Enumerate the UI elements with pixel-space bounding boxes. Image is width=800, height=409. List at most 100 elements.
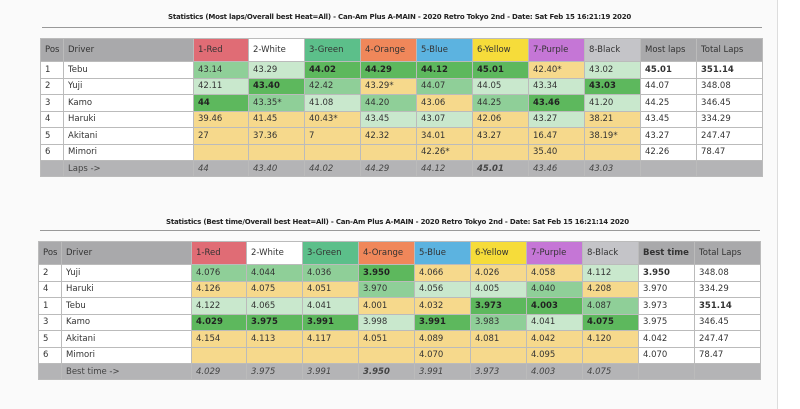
footer-cell: 3.950 (358, 363, 415, 380)
best-time-table: Pos Driver 1-Red 2-White 3-Green 4-Orange 5-Bl… (38, 241, 761, 380)
lap-cell: 43.35* (248, 94, 305, 112)
lap-cell: 41.08 (304, 94, 361, 112)
driver-cell: Mimori (61, 346, 192, 364)
best-cell: 42.26 (640, 143, 697, 161)
position-cell: 3 (38, 313, 62, 331)
lap-cell: 35.40 (528, 143, 585, 161)
lap-cell: 4.029 (191, 313, 247, 331)
lap-cell: 38.21 (584, 110, 641, 128)
lap-cell: 3.975 (246, 313, 303, 331)
lap-cell (470, 346, 527, 364)
table1-title: Statistics (Most laps/Overall best Heat=… (168, 13, 632, 21)
total-cell: 78.47 (694, 346, 761, 364)
footer-cell: 4.003 (526, 363, 583, 380)
lap-cell (358, 346, 415, 364)
column-header: 1-Red (191, 241, 247, 265)
lap-cell: 4.117 (302, 330, 359, 348)
lap-cell: 16.47 (528, 127, 585, 145)
table-row: 1 Tebu 4.122 4.065 4.041 4.001 4.032 3.973 4.003… (38, 297, 761, 315)
lap-cell: 4.051 (302, 280, 359, 298)
driver-cell: Haruki (61, 280, 192, 298)
lap-cell: 42.42 (304, 77, 361, 95)
lap-cell: 42.06 (472, 110, 529, 128)
lap-cell: 4.154 (191, 330, 247, 348)
position-cell: 6 (40, 143, 64, 161)
lap-cell: 4.056 (414, 280, 471, 298)
divider (42, 27, 762, 28)
lap-cell: 4.036 (302, 264, 359, 282)
column-header: 3-Green (304, 38, 361, 62)
total-cell: 346.45 (694, 313, 761, 331)
total-cell: 334.29 (696, 110, 763, 128)
lap-cell: 43.46 (528, 94, 585, 112)
lap-cell: 4.042 (526, 330, 583, 348)
header-row: Pos Driver 1-Red 2-White 3-Green 4-Orange 5-Bl… (38, 241, 761, 265)
lap-cell: 4.058 (526, 264, 583, 282)
lap-cell: 4.112 (582, 264, 639, 282)
total-cell: 78.47 (696, 143, 763, 161)
lap-cell: 43.06 (416, 94, 473, 112)
table-row: 2 Yuji 42.11 43.40 42.42 43.29* 44.07 44.05 43.3… (40, 77, 763, 95)
lap-cell: 4.001 (358, 297, 415, 315)
lap-cell: 42.26* (416, 143, 473, 161)
column-header: Pos (38, 241, 62, 265)
table-row: 3 Kamo 44 43.35* 41.08 44.20 43.06 44.25 43.46 41… (40, 94, 763, 112)
lap-cell: 4.070 (414, 346, 471, 364)
lap-cell: 42.32 (360, 127, 417, 145)
lap-cell (191, 346, 247, 364)
lap-cell: 4.120 (582, 330, 639, 348)
lap-cell (302, 346, 359, 364)
lap-cell: 4.003 (526, 297, 583, 315)
lap-cell: 44.05 (472, 77, 529, 95)
footer-blank (638, 363, 695, 380)
best-cell: 45.01 (640, 61, 697, 79)
driver-cell: Haruki (63, 110, 194, 128)
driver-cell: Akitani (61, 330, 192, 348)
column-header: 7-Purple (526, 241, 583, 265)
column-header: Total Laps (694, 241, 761, 265)
lap-cell: 42.11 (193, 77, 249, 95)
total-cell: 351.14 (694, 297, 761, 315)
column-header: Driver (63, 38, 194, 62)
table-row: 2 Yuji 4.076 4.044 4.036 3.950 4.066 4.026 4.058… (38, 264, 761, 282)
footer-cell: 4.075 (582, 363, 639, 380)
total-cell: 247.47 (694, 330, 761, 348)
lap-cell: 43.29* (360, 77, 417, 95)
total-cell: 348.08 (696, 77, 763, 95)
lap-cell: 4.005 (470, 280, 527, 298)
footer-cell: 3.975 (246, 363, 303, 380)
driver-cell: Yuji (61, 264, 192, 282)
lap-cell: 4.089 (414, 330, 471, 348)
column-header: 2-White (246, 241, 303, 265)
lap-cell: 3.998 (358, 313, 415, 331)
lap-cell: 3.950 (358, 264, 415, 282)
driver-cell: Tebu (63, 61, 194, 79)
best-cell: 3.970 (638, 280, 695, 298)
lap-cell: 43.14 (193, 61, 249, 79)
footer-blank (40, 160, 64, 177)
footer-cell: 44.12 (416, 160, 473, 177)
position-cell: 5 (38, 330, 62, 348)
position-cell: 2 (38, 264, 62, 282)
divider (40, 230, 760, 231)
footer-cell: 44.29 (360, 160, 417, 177)
lap-cell: 4.087 (582, 297, 639, 315)
lap-cell: 4.065 (246, 297, 303, 315)
footer-blank (38, 363, 62, 380)
column-header: 6-Yellow (470, 241, 527, 265)
column-header: 5-Blue (414, 241, 471, 265)
footer-row: Best time -> 4.029 3.975 3.991 3.950 3.991 3.9… (38, 363, 761, 380)
column-header: 7-Purple (528, 38, 585, 62)
lap-cell: 43.03 (584, 77, 641, 95)
lap-cell: 45.01 (472, 61, 529, 79)
table2-title: Statistics (Best time/Overall best Heat=… (166, 218, 629, 226)
position-cell: 1 (38, 297, 62, 315)
lap-cell: 4.044 (246, 264, 303, 282)
header-row: Pos Driver 1-Red 2-White 3-Green 4-Orange 5-Bl… (40, 38, 763, 62)
best-cell: 4.070 (638, 346, 695, 364)
lap-cell: 43.27 (472, 127, 529, 145)
lap-cell: 4.075 (582, 313, 639, 331)
lap-cell: 43.34 (528, 77, 585, 95)
driver-cell: Yuji (63, 77, 194, 95)
table-row: 1 Tebu 43.14 43.29 44.02 44.29 44.12 45.01 42.40… (40, 61, 763, 79)
